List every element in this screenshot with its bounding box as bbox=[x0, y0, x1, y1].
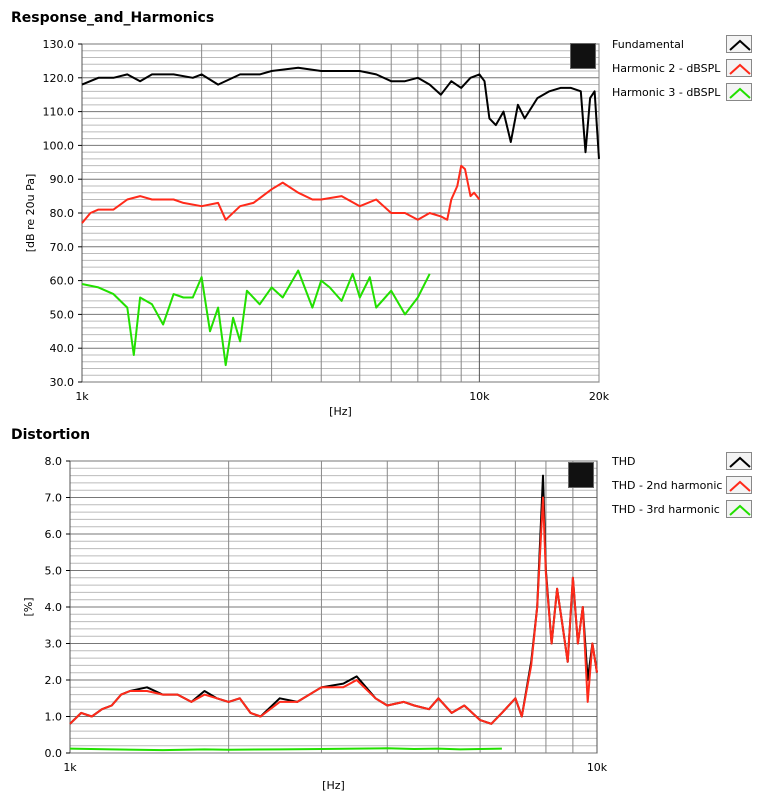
series-line-2 bbox=[81, 269, 431, 367]
x-axis-label: [Hz] bbox=[329, 405, 352, 418]
legend-swatch bbox=[726, 59, 752, 77]
y-tick-label: 3.0 bbox=[45, 638, 63, 651]
chart-2-title: Distortion bbox=[11, 427, 91, 443]
legend-label: Fundamental bbox=[612, 38, 684, 51]
series-line-1 bbox=[81, 164, 481, 224]
y-tick-label: 90.0 bbox=[50, 173, 75, 186]
legend-swatch bbox=[726, 500, 752, 518]
chart-1-title: Response_and_Harmonics bbox=[11, 10, 215, 26]
y-tick-label: 0.0 bbox=[45, 747, 63, 760]
legend-label: Harmonic 3 - dBSPL bbox=[612, 86, 721, 99]
legend-swatch bbox=[726, 476, 752, 494]
series-line-2 bbox=[69, 747, 502, 752]
y-tick-label: 2.0 bbox=[45, 674, 63, 687]
series-line-1 bbox=[69, 496, 598, 725]
legend-label: THD bbox=[612, 455, 636, 468]
legend-label: THD - 3rd harmonic bbox=[612, 503, 720, 516]
autoscale-icon[interactable] bbox=[570, 43, 596, 69]
y-tick-label: 100.0 bbox=[43, 139, 75, 152]
y-tick-label: 50.0 bbox=[50, 308, 75, 321]
x-tick-label: 1k bbox=[75, 390, 89, 403]
y-tick-label: 80.0 bbox=[50, 207, 75, 220]
y-tick-label: 110.0 bbox=[43, 106, 75, 119]
y-tick-label: 70.0 bbox=[50, 241, 75, 254]
legend-item[interactable]: THD - 2nd harmonic bbox=[612, 476, 762, 496]
legend-label: Harmonic 2 - dBSPL bbox=[612, 62, 721, 75]
x-axis-label: [Hz] bbox=[322, 779, 345, 792]
y-tick-label: 8.0 bbox=[45, 455, 63, 468]
legend-item[interactable]: Harmonic 3 - dBSPL bbox=[612, 83, 762, 103]
y-tick-label: 4.0 bbox=[45, 601, 63, 614]
legend-item[interactable]: THD - 3rd harmonic bbox=[612, 500, 762, 520]
legend-item[interactable]: Fundamental bbox=[612, 35, 762, 55]
y-tick-label: 60.0 bbox=[50, 275, 75, 288]
y-tick-label: 120.0 bbox=[43, 72, 75, 85]
y-tick-label: 40.0 bbox=[50, 342, 75, 355]
legend-label: THD - 2nd harmonic bbox=[612, 479, 723, 492]
legend-item[interactable]: THD bbox=[612, 452, 762, 472]
y-tick-label: 130.0 bbox=[43, 38, 75, 51]
legend-swatch bbox=[726, 452, 752, 470]
x-tick-label: 10k bbox=[587, 761, 608, 774]
x-tick-label: 10k bbox=[469, 390, 490, 403]
x-tick-label: 20k bbox=[589, 390, 610, 403]
autoscale-icon[interactable] bbox=[568, 462, 594, 488]
y-tick-label: 1.0 bbox=[45, 711, 63, 724]
y-tick-label: 5.0 bbox=[45, 565, 63, 578]
x-tick-label: 1k bbox=[63, 761, 77, 774]
legend-swatch bbox=[726, 83, 752, 101]
legend-swatch bbox=[726, 35, 752, 53]
legend-item[interactable]: Harmonic 2 - dBSPL bbox=[612, 59, 762, 79]
y-tick-label: 30.0 bbox=[50, 376, 75, 389]
y-tick-label: 7.0 bbox=[45, 492, 63, 505]
y-axis-label: [%] bbox=[22, 597, 35, 616]
y-axis-label: [dB re 20u Pa] bbox=[24, 174, 37, 253]
series-line-0 bbox=[81, 66, 600, 159]
y-tick-label: 6.0 bbox=[45, 528, 63, 541]
